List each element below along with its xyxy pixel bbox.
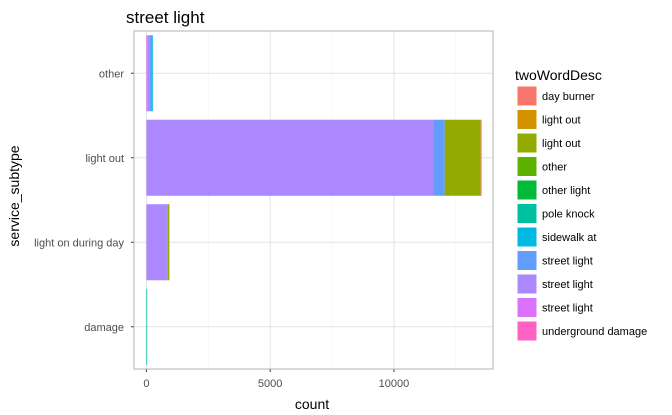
bar-segment — [147, 35, 150, 112]
legend-label: light out — [542, 138, 581, 150]
bar-segment — [444, 119, 481, 196]
legend-label: street light — [542, 256, 593, 268]
legend-label: pole knock — [542, 209, 595, 221]
legend-key — [516, 203, 538, 224]
bar-segment — [146, 204, 168, 281]
legend-label: other — [542, 162, 567, 174]
y-axis-label: service_subtype — [6, 145, 22, 246]
legend-key — [516, 156, 538, 177]
legend-label: light out — [542, 115, 581, 127]
bar-segment — [151, 35, 153, 112]
bar-segment — [146, 35, 148, 112]
bar-segment — [433, 119, 445, 196]
x-axis-label: count — [295, 396, 329, 412]
legend-key — [516, 297, 538, 318]
x-axis: 0 5000 10000 — [143, 369, 409, 390]
legend-label: day burner — [542, 91, 595, 103]
legend-key — [516, 85, 538, 107]
plot-panel — [134, 31, 493, 369]
bar-segment — [480, 119, 482, 196]
bar-segment — [149, 35, 152, 112]
y-axis: other light out light on during day damage — [34, 68, 134, 334]
legend-label: sidewalk at — [542, 232, 596, 244]
y-tick-label: other — [99, 68, 124, 80]
legend-key — [516, 226, 538, 248]
legend-label: street light — [542, 303, 593, 315]
legend: twoWordDesc day burner light out light out… — [515, 67, 647, 342]
bar-segment — [167, 204, 170, 281]
bars — [146, 35, 482, 365]
legend-label: underground damage — [542, 326, 647, 338]
x-tick-label: 10000 — [379, 378, 410, 390]
y-tick-label: damage — [84, 322, 124, 334]
legend-label: other light — [542, 185, 590, 197]
chart-title: street light — [126, 8, 205, 27]
legend-key — [516, 109, 538, 130]
panel-background — [134, 31, 493, 369]
legend-title: twoWordDesc — [515, 67, 602, 83]
y-tick-label: light out — [85, 153, 124, 165]
y-tick-label: light on during day — [34, 237, 124, 249]
x-tick-label: 0 — [143, 378, 149, 390]
legend-key — [516, 179, 538, 201]
legend-key — [516, 132, 538, 154]
legend-key — [516, 320, 538, 342]
legend-key — [516, 250, 538, 271]
panel-border — [133, 30, 494, 370]
bar-segment — [146, 119, 434, 196]
bar-segment — [146, 288, 148, 365]
legend-key — [516, 273, 538, 295]
x-tick-label: 5000 — [258, 378, 282, 390]
legend-label: street light — [542, 279, 593, 291]
